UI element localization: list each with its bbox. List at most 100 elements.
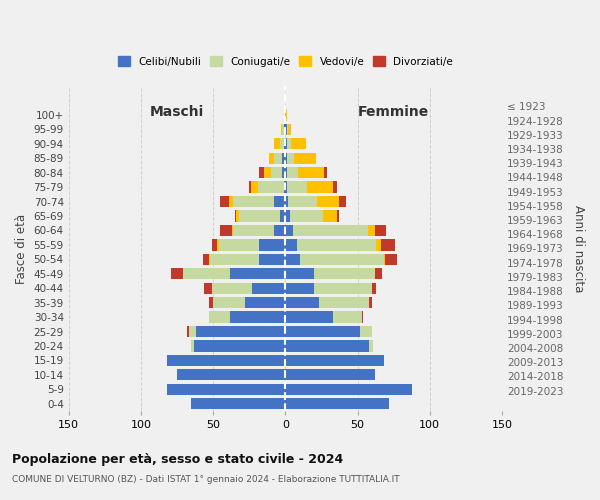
- Bar: [284, 182, 286, 192]
- Bar: [372, 282, 376, 294]
- Bar: [288, 124, 291, 135]
- Bar: [281, 124, 283, 135]
- Bar: [167, 384, 286, 395]
- Bar: [361, 326, 372, 337]
- Bar: [203, 254, 209, 265]
- Bar: [286, 268, 314, 280]
- Bar: [286, 355, 383, 366]
- Bar: [300, 254, 383, 265]
- Bar: [286, 124, 287, 135]
- Bar: [284, 124, 286, 135]
- Bar: [297, 239, 376, 250]
- Bar: [220, 196, 229, 207]
- Bar: [194, 340, 286, 351]
- Bar: [287, 124, 288, 135]
- Bar: [286, 312, 333, 322]
- Bar: [286, 196, 288, 207]
- Bar: [235, 210, 236, 222]
- Bar: [286, 369, 375, 380]
- Bar: [284, 138, 286, 149]
- Bar: [317, 196, 339, 207]
- Bar: [286, 297, 319, 308]
- Bar: [274, 152, 283, 164]
- Bar: [287, 167, 298, 178]
- Bar: [369, 297, 372, 308]
- Bar: [188, 326, 196, 337]
- Bar: [293, 225, 368, 236]
- Bar: [269, 152, 274, 164]
- Bar: [286, 182, 287, 192]
- Text: Maschi: Maschi: [150, 105, 204, 119]
- Bar: [337, 210, 339, 222]
- Bar: [239, 210, 280, 222]
- Bar: [368, 225, 375, 236]
- Bar: [280, 138, 284, 149]
- Bar: [219, 239, 259, 250]
- Bar: [333, 312, 362, 322]
- Bar: [314, 282, 372, 294]
- Bar: [286, 210, 290, 222]
- Bar: [251, 182, 258, 192]
- Bar: [286, 282, 314, 294]
- Bar: [233, 225, 274, 236]
- Bar: [283, 167, 286, 178]
- Bar: [263, 167, 271, 178]
- Bar: [287, 152, 294, 164]
- Bar: [283, 152, 286, 164]
- Bar: [271, 167, 283, 178]
- Bar: [171, 268, 183, 280]
- Bar: [362, 312, 364, 322]
- Bar: [230, 268, 286, 280]
- Bar: [291, 138, 305, 149]
- Bar: [286, 109, 287, 120]
- Text: Femmine: Femmine: [358, 105, 430, 119]
- Bar: [325, 167, 327, 178]
- Bar: [319, 297, 369, 308]
- Bar: [191, 398, 286, 409]
- Bar: [288, 196, 317, 207]
- Bar: [323, 210, 337, 222]
- Bar: [286, 384, 412, 395]
- Bar: [191, 340, 194, 351]
- Bar: [209, 297, 213, 308]
- Text: Popolazione per età, sesso e stato civile - 2024: Popolazione per età, sesso e stato civil…: [12, 452, 343, 466]
- Bar: [307, 182, 333, 192]
- Bar: [375, 225, 386, 236]
- Bar: [294, 152, 316, 164]
- Y-axis label: Anni di nascita: Anni di nascita: [572, 205, 585, 292]
- Bar: [286, 239, 297, 250]
- Bar: [333, 182, 337, 192]
- Bar: [249, 182, 251, 192]
- Bar: [286, 138, 287, 149]
- Bar: [252, 282, 286, 294]
- Bar: [209, 254, 210, 265]
- Bar: [177, 369, 286, 380]
- Bar: [339, 196, 346, 207]
- Bar: [280, 210, 286, 222]
- Bar: [287, 138, 291, 149]
- Bar: [209, 312, 230, 322]
- Bar: [286, 398, 389, 409]
- Bar: [210, 254, 259, 265]
- Bar: [205, 282, 212, 294]
- Bar: [369, 340, 373, 351]
- Bar: [286, 152, 287, 164]
- Bar: [236, 210, 239, 222]
- Bar: [376, 239, 381, 250]
- Bar: [245, 297, 286, 308]
- Bar: [274, 196, 286, 207]
- Bar: [258, 182, 284, 192]
- Bar: [217, 239, 219, 250]
- Bar: [381, 239, 395, 250]
- Bar: [286, 326, 361, 337]
- Bar: [286, 340, 369, 351]
- Bar: [229, 196, 233, 207]
- Bar: [259, 239, 286, 250]
- Bar: [187, 326, 188, 337]
- Bar: [232, 225, 233, 236]
- Bar: [314, 268, 375, 280]
- Bar: [383, 254, 385, 265]
- Bar: [183, 268, 230, 280]
- Bar: [375, 268, 382, 280]
- Bar: [274, 225, 286, 236]
